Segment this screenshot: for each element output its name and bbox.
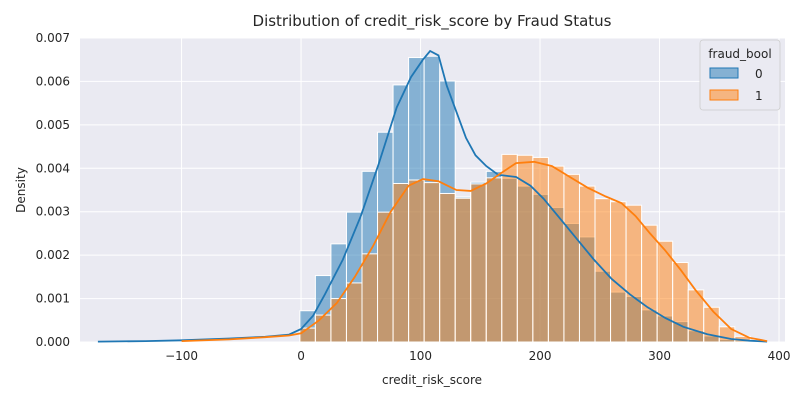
chart-title: Distribution of credit_risk_score by Fra… bbox=[253, 12, 612, 31]
legend-swatch-1 bbox=[710, 90, 738, 100]
histogram-bar bbox=[471, 184, 487, 342]
legend-label-0: 0 bbox=[755, 67, 763, 81]
histogram-bar bbox=[331, 299, 347, 342]
y-tick-label: 0.003 bbox=[36, 205, 70, 219]
histogram-bar bbox=[673, 263, 689, 342]
x-tick-label: 0 bbox=[297, 349, 305, 363]
histogram-bar bbox=[611, 202, 627, 342]
x-tick-label: −100 bbox=[165, 349, 198, 363]
histogram-bar bbox=[502, 154, 518, 342]
histogram-bar bbox=[424, 183, 440, 342]
histogram-bar bbox=[362, 254, 378, 342]
histogram-bar bbox=[346, 283, 362, 342]
histogram-bar bbox=[564, 174, 580, 342]
y-tick-label: 0.001 bbox=[36, 292, 70, 306]
x-tick-label: 400 bbox=[768, 349, 791, 363]
y-tick-label: 0.002 bbox=[36, 248, 70, 262]
histogram-bar bbox=[626, 205, 642, 342]
histogram-bar bbox=[533, 157, 549, 342]
histogram-bar bbox=[315, 315, 331, 342]
legend-title: fraud_bool bbox=[708, 47, 771, 61]
histogram-bar bbox=[486, 178, 502, 342]
histogram-bar bbox=[300, 328, 316, 342]
histogram-bar bbox=[579, 186, 595, 342]
y-tick-label: 0.005 bbox=[36, 118, 70, 132]
y-axis-label: Density bbox=[14, 167, 28, 213]
histogram-bar bbox=[440, 193, 456, 342]
histogram-bar bbox=[393, 183, 409, 342]
legend: fraud_bool 0 1 bbox=[700, 40, 780, 110]
x-tick-label: 100 bbox=[409, 349, 432, 363]
x-tick-label: 300 bbox=[648, 349, 671, 363]
legend-swatch-0 bbox=[710, 68, 738, 78]
legend-label-1: 1 bbox=[755, 89, 763, 103]
x-axis-label: credit_risk_score bbox=[382, 373, 482, 387]
y-tick-label: 0.006 bbox=[36, 74, 70, 88]
histogram-bar bbox=[409, 180, 425, 342]
y-tick-label: 0.004 bbox=[36, 161, 70, 175]
histogram-bar bbox=[642, 225, 658, 342]
histogram-bar bbox=[455, 198, 471, 342]
y-tick-label: 0.000 bbox=[36, 335, 70, 349]
histogram-bar bbox=[548, 166, 564, 342]
y-tick-label: 0.007 bbox=[36, 31, 70, 45]
x-tick-label: 200 bbox=[529, 349, 552, 363]
